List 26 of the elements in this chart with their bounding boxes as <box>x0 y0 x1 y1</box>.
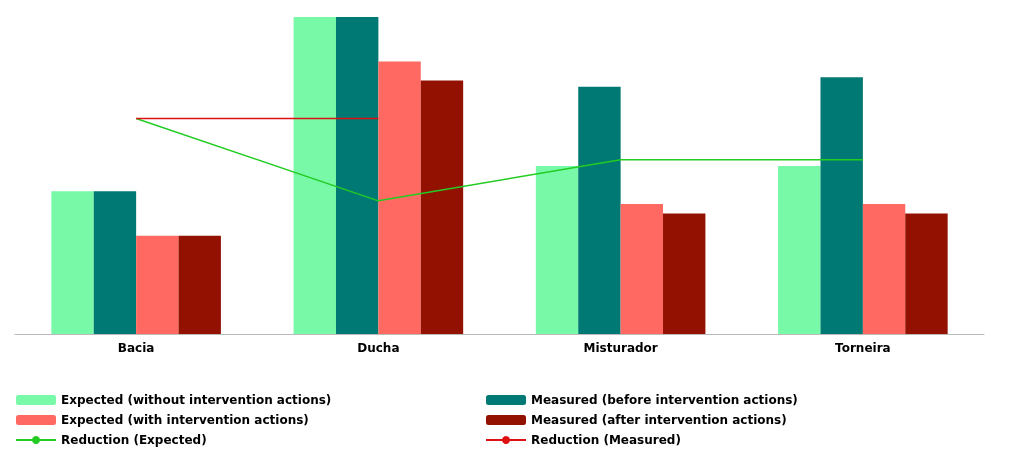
bar <box>578 86 621 334</box>
bar <box>620 204 664 334</box>
bar <box>862 204 906 334</box>
bar <box>905 213 948 334</box>
bar <box>820 77 863 334</box>
x-tick-label: Bacia <box>117 341 155 355</box>
x-tick-label: Ducha <box>357 341 400 355</box>
bar <box>535 165 579 334</box>
bar <box>93 191 137 334</box>
bar <box>663 213 706 334</box>
bar <box>51 191 94 334</box>
bar <box>778 165 821 334</box>
legend-label: Expected (with intervention actions) <box>61 413 309 427</box>
bar <box>178 235 221 334</box>
legend-label: Measured (after intervention actions) <box>531 413 787 427</box>
bar <box>335 17 379 334</box>
legend-label: Reduction (Expected) <box>61 433 207 447</box>
bar <box>420 80 464 334</box>
legend-label: Measured (before intervention actions) <box>531 393 798 407</box>
bar <box>293 17 336 334</box>
x-tick-label: Misturador <box>583 341 658 355</box>
legend-label: Reduction (Measured) <box>531 433 681 447</box>
x-tick-label: Torneira <box>835 341 891 355</box>
bar <box>378 61 421 334</box>
bar <box>136 235 179 334</box>
legend-label: Expected (without intervention actions) <box>61 393 332 407</box>
